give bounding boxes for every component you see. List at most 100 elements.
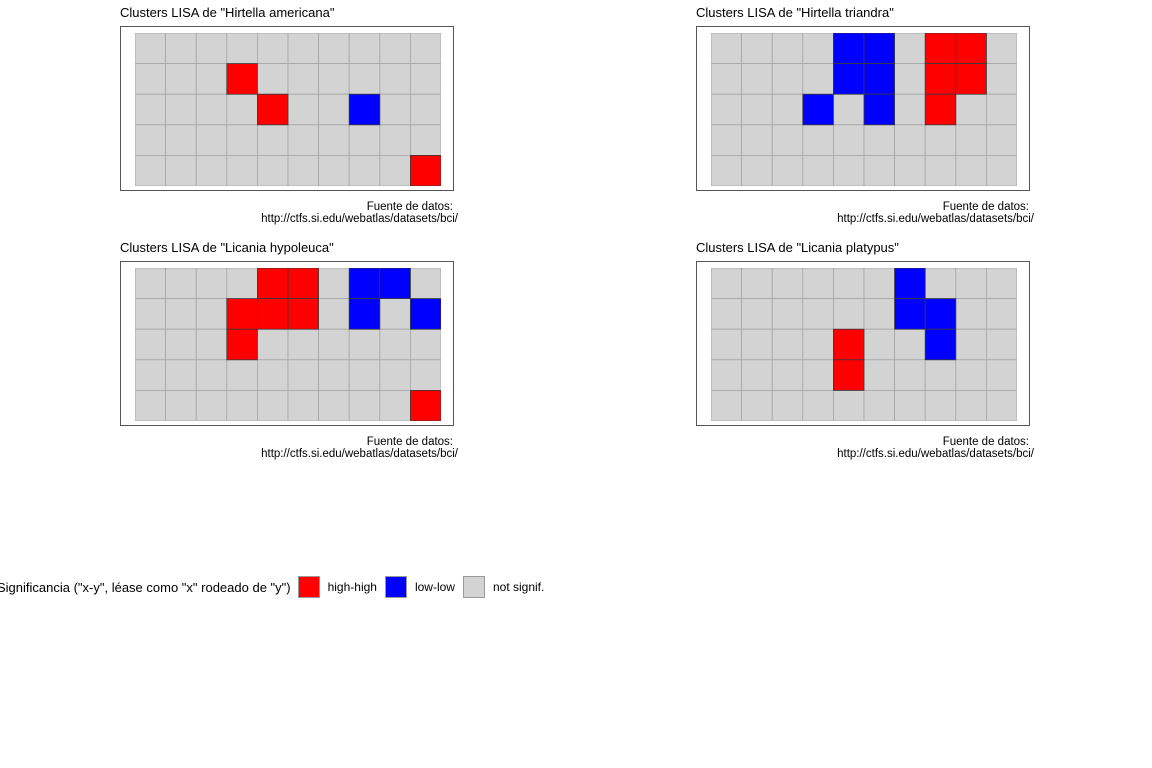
cell-not-signif-r4-c3 bbox=[771, 359, 804, 391]
cell-not-signif-r5-c6 bbox=[863, 155, 896, 186]
cell-not-signif-r4-c1 bbox=[135, 124, 167, 156]
cell-not-signif-r1-c1 bbox=[135, 33, 167, 65]
cell-not-signif-r2-c3 bbox=[771, 63, 804, 95]
cell-low-low-r3-c8 bbox=[348, 93, 381, 126]
cell-not-signif-r3-c6 bbox=[863, 328, 896, 361]
cell-not-signif-r4-c10 bbox=[409, 124, 441, 156]
cell-not-signif-r2-c7 bbox=[894, 63, 926, 95]
chart-title: Clusters LISA de "Licania platypus" bbox=[696, 240, 899, 255]
cell-high-high-r2-c9 bbox=[955, 63, 987, 95]
source-caption-line2: http://ctfs.si.edu/webatlas/datasets/bci… bbox=[261, 448, 458, 460]
cell-not-signif-r1-c3 bbox=[195, 33, 228, 65]
cell-not-signif-r5-c6 bbox=[863, 390, 896, 421]
cell-high-high-r3-c8 bbox=[924, 93, 957, 126]
cell-not-signif-r1-c3 bbox=[771, 268, 804, 300]
cell-low-low-r3-c4 bbox=[802, 93, 834, 126]
cell-low-low-r2-c6 bbox=[863, 63, 896, 95]
cell-not-signif-r3-c6 bbox=[287, 328, 320, 361]
cell-not-signif-r3-c9 bbox=[379, 93, 411, 126]
legend: Significancia ("x-y", léase como "x" rod… bbox=[0, 575, 552, 599]
cell-high-high-r1-c5 bbox=[257, 268, 289, 300]
source-caption-line1: Fuente de datos: bbox=[942, 201, 1029, 213]
chart-title: Clusters LISA de "Hirtella americana" bbox=[120, 5, 335, 20]
cell-not-signif-r1-c3 bbox=[195, 268, 228, 300]
cell-not-signif-r2-c4 bbox=[802, 298, 834, 330]
chart-panel-hirtella-triandra: Clusters LISA de "Hirtella triandra" Fue… bbox=[696, 5, 1034, 230]
cell-not-signif-r3-c10 bbox=[409, 328, 441, 361]
cell-not-signif-r3-c5 bbox=[833, 93, 865, 126]
cell-not-signif-r3-c4 bbox=[802, 328, 834, 361]
cell-high-high-r2-c6 bbox=[287, 298, 320, 330]
cell-not-signif-r5-c1 bbox=[135, 390, 167, 421]
cell-not-signif-r4-c7 bbox=[318, 359, 350, 391]
cell-high-high-r1-c6 bbox=[287, 268, 320, 300]
cell-not-signif-r3-c3 bbox=[195, 93, 228, 126]
cell-not-signif-r5-c2 bbox=[165, 155, 197, 186]
cell-high-high-r1-c9 bbox=[955, 33, 987, 65]
cell-not-signif-r4-c5 bbox=[257, 359, 289, 391]
cell-high-high-r2-c8 bbox=[924, 63, 957, 95]
cell-not-signif-r4-c10 bbox=[985, 359, 1017, 391]
cell-not-signif-r5-c5 bbox=[257, 155, 289, 186]
cell-not-signif-r5-c8 bbox=[348, 390, 381, 421]
cell-not-signif-r2-c5 bbox=[257, 63, 289, 95]
cell-not-signif-r5-c8 bbox=[924, 155, 957, 186]
cell-not-signif-r1-c4 bbox=[802, 268, 834, 300]
cell-not-signif-r5-c3 bbox=[195, 155, 228, 186]
cell-low-low-r3-c8 bbox=[924, 328, 957, 361]
cell-not-signif-r4-c1 bbox=[711, 124, 743, 156]
legend-key-not-signif bbox=[462, 576, 485, 598]
cell-not-signif-r1-c2 bbox=[741, 268, 773, 300]
cell-not-signif-r5-c1 bbox=[711, 390, 743, 421]
cell-not-signif-r5-c2 bbox=[741, 390, 773, 421]
cell-high-high-r1-c8 bbox=[924, 33, 957, 65]
source-caption-line1: Fuente de datos: bbox=[366, 436, 453, 448]
cell-not-signif-r3-c9 bbox=[379, 328, 411, 361]
cell-high-high-r2-c4 bbox=[226, 63, 258, 95]
cell-not-signif-r3-c7 bbox=[318, 328, 350, 361]
cell-not-signif-r1-c7 bbox=[894, 33, 926, 65]
cell-not-signif-r5-c6 bbox=[287, 390, 320, 421]
cell-low-low-r2-c5 bbox=[833, 63, 865, 95]
cell-not-signif-r3-c5 bbox=[257, 328, 289, 361]
cell-not-signif-r2-c2 bbox=[741, 298, 773, 330]
cell-not-signif-r3-c2 bbox=[165, 328, 197, 361]
cell-high-high-r3-c5 bbox=[833, 328, 865, 361]
cell-not-signif-r1-c9 bbox=[379, 33, 411, 65]
cell-not-signif-r3-c8 bbox=[348, 328, 381, 361]
legend-key-low-low bbox=[384, 576, 407, 598]
cluster-grid bbox=[135, 33, 441, 186]
cell-not-signif-r2-c7 bbox=[318, 298, 350, 330]
cell-not-signif-r1-c5 bbox=[257, 33, 289, 65]
cell-not-signif-r2-c9 bbox=[379, 63, 411, 95]
cell-not-signif-r4-c7 bbox=[894, 359, 926, 391]
cell-not-signif-r4-c6 bbox=[287, 124, 320, 156]
cell-not-signif-r5-c3 bbox=[771, 155, 804, 186]
chart-panel-licania-platypus: Clusters LISA de "Licania platypus" Fuen… bbox=[696, 240, 1034, 465]
cell-not-signif-r3-c7 bbox=[894, 93, 926, 126]
cell-not-signif-r5-c6 bbox=[287, 155, 320, 186]
cell-not-signif-r3-c4 bbox=[226, 93, 258, 126]
cell-not-signif-r4-c9 bbox=[955, 359, 987, 391]
cell-not-signif-r4-c10 bbox=[409, 359, 441, 391]
cell-low-low-r1-c9 bbox=[379, 268, 411, 300]
cell-not-signif-r3-c1 bbox=[711, 93, 743, 126]
cell-not-signif-r5-c3 bbox=[771, 390, 804, 421]
cell-not-signif-r4-c3 bbox=[195, 124, 228, 156]
cell-not-signif-r4-c8 bbox=[348, 124, 381, 156]
cell-not-signif-r5-c5 bbox=[833, 155, 865, 186]
cell-not-signif-r3-c10 bbox=[409, 93, 441, 126]
cell-not-signif-r2-c4 bbox=[802, 63, 834, 95]
chart-panel-hirtella-americana: Clusters LISA de "Hirtella americana" Fu… bbox=[120, 5, 458, 230]
chart-frame bbox=[696, 26, 1030, 191]
legend-key-high-high bbox=[297, 576, 320, 598]
cell-not-signif-r2-c10 bbox=[985, 298, 1017, 330]
legend-label-high-high: high-high bbox=[327, 580, 377, 594]
cell-not-signif-r5-c2 bbox=[741, 155, 773, 186]
source-caption-line2: http://ctfs.si.edu/webatlas/datasets/bci… bbox=[837, 213, 1034, 225]
cell-not-signif-r1-c4 bbox=[802, 33, 834, 65]
cell-not-signif-r5-c4 bbox=[802, 390, 834, 421]
cell-not-signif-r5-c7 bbox=[318, 390, 350, 421]
legend-label-low-low: low-low bbox=[414, 580, 455, 594]
cell-not-signif-r1-c10 bbox=[985, 268, 1017, 300]
